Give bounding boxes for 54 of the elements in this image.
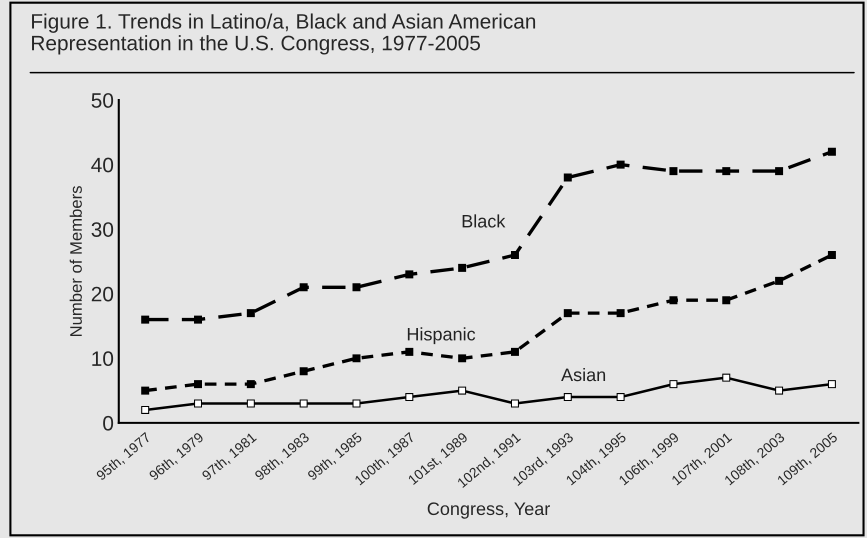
point [246,309,255,318]
point [405,393,414,402]
point [405,348,414,356]
point [194,400,202,408]
point [775,276,784,285]
point [510,400,519,408]
point [669,167,678,176]
point [458,386,466,395]
point [352,354,360,362]
y-tick-label: 40 [91,158,114,172]
series-label: Black [462,214,506,228]
point [458,264,466,272]
point [510,348,519,356]
point [352,283,360,292]
point [458,354,466,362]
point [352,400,360,408]
point [775,167,784,176]
point [300,283,308,292]
point [510,251,519,260]
point [194,316,202,324]
y-axis-title: Number of Members [70,186,82,336]
point [405,270,414,278]
point [616,160,625,169]
y-tick-label: 20 [92,286,114,302]
point [669,296,678,304]
chart-title: Figure 1. Trends in Latino/a, Black and Asian American Representation in the U.S. Congress, 1977-2005 [32,13,536,55]
point [722,296,730,304]
point [141,386,150,395]
point [828,148,836,156]
point [300,400,308,408]
series-label: Hispanic [408,327,476,344]
point [722,374,730,382]
y-tick-label: 10 [92,351,114,366]
point [828,380,836,388]
y-tick-label: 30 [92,222,114,237]
point [775,386,784,395]
point [141,316,150,324]
point [564,309,572,318]
point [616,309,625,318]
point [722,167,730,176]
series-label: Asian [561,368,606,382]
point [246,380,255,388]
point [246,400,255,408]
point [669,380,678,388]
point [828,251,836,260]
point [300,367,308,376]
point [564,393,572,402]
y-tick-label: 0 [103,416,114,431]
y-tick-label: 50 [92,93,114,108]
point [616,393,625,402]
point [194,380,202,388]
x-axis-title: Congress, Year [428,502,550,519]
point [141,406,150,414]
point [564,174,572,182]
